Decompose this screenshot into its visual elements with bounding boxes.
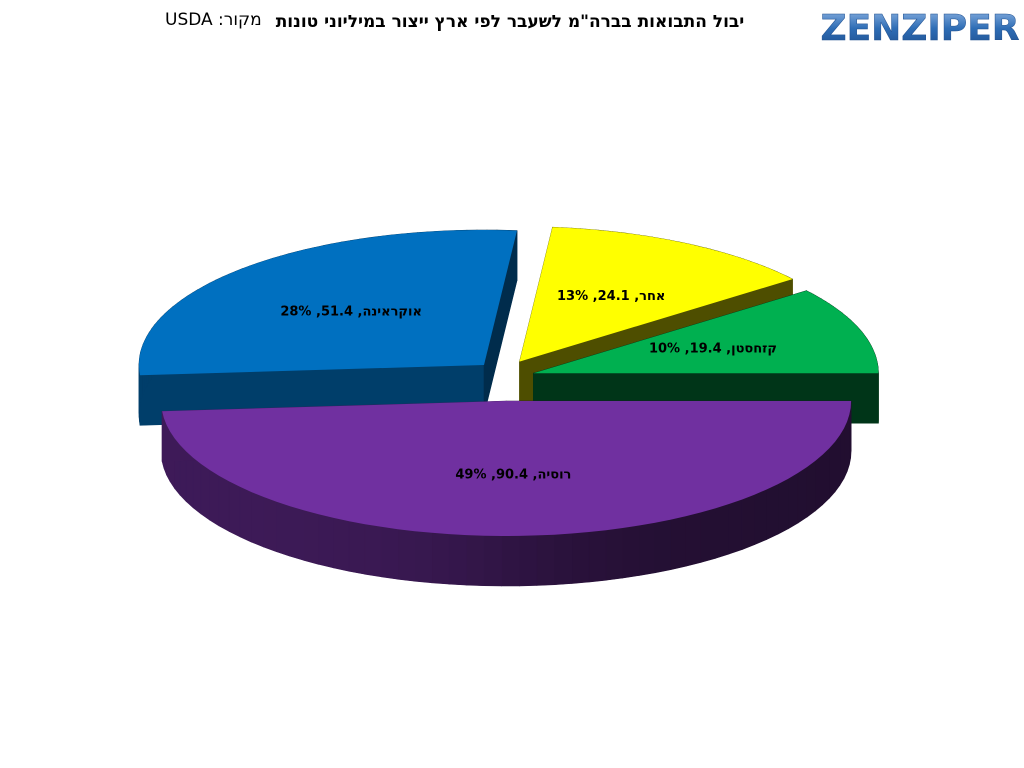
slice-wall xyxy=(448,533,467,586)
slice-wall xyxy=(218,475,230,532)
slice-wall xyxy=(364,523,382,578)
slice-wall xyxy=(414,530,433,584)
slice-wall xyxy=(228,480,241,538)
data-label: קזחסטן, 19.4, 10% xyxy=(649,342,777,357)
slice-wall xyxy=(741,494,756,550)
slice-wall xyxy=(670,515,687,570)
slice-wall xyxy=(276,501,291,557)
chart-title: יבול התבואות בברה"מ לשעבר לפי ארץ ייצור … xyxy=(276,12,745,32)
slice-wall xyxy=(588,529,607,583)
slice-wall xyxy=(303,510,319,565)
slice-wall xyxy=(348,520,366,575)
source-note: מקור: USDA xyxy=(165,10,262,30)
slice-wall xyxy=(766,483,779,540)
slice-wall xyxy=(754,489,767,546)
slice-wall xyxy=(239,486,252,543)
slice-wall xyxy=(777,478,789,535)
slice-wall xyxy=(846,414,850,472)
data-label: אוקראינה, 51.4, 28% xyxy=(280,304,422,319)
slice-wall xyxy=(571,531,590,584)
slice-wall xyxy=(638,522,656,576)
slice-wall xyxy=(483,535,503,587)
logo: ZENZIPER xyxy=(820,8,1019,49)
slice-wall xyxy=(333,517,350,572)
slice-wall xyxy=(466,534,485,587)
slice-wall xyxy=(501,535,520,587)
slice-wall xyxy=(200,463,210,521)
slice-wall xyxy=(536,534,555,586)
slice-wall xyxy=(828,440,836,499)
slice-wall xyxy=(714,503,730,559)
slice-wall xyxy=(518,535,538,587)
slice xyxy=(533,290,879,374)
slice-wall xyxy=(787,472,799,530)
slice-wall xyxy=(251,491,265,548)
slice-wall xyxy=(700,508,716,563)
slice-wall xyxy=(289,505,305,561)
slice xyxy=(519,227,793,362)
data-label: רוסיה, 90.4, 49% xyxy=(455,468,571,483)
slice-wall xyxy=(843,421,848,479)
slice-wall xyxy=(431,532,450,585)
slice-wall xyxy=(605,527,624,581)
slice-wall xyxy=(192,457,202,515)
slice-wall xyxy=(822,447,830,506)
slice-wall xyxy=(209,469,220,527)
slice xyxy=(162,401,852,536)
slice-wall xyxy=(654,519,672,574)
slice-wall xyxy=(806,460,816,518)
slice-wall xyxy=(318,513,334,569)
data-label: אחר, 24.1, 13% xyxy=(557,289,665,304)
slice-wall xyxy=(728,499,743,555)
slice-wall xyxy=(380,526,399,580)
slice-wall xyxy=(685,512,702,567)
slice-wall xyxy=(839,427,845,487)
slice-wall xyxy=(834,434,841,493)
slice-wall xyxy=(554,533,573,586)
slice-wall xyxy=(797,466,808,524)
slice-wall xyxy=(622,525,640,579)
slice xyxy=(139,230,517,376)
pie: אחר, 24.1, 13% אוקראינה, 51.4, 28% קזחסטן,… xyxy=(138,226,879,587)
slice-wall xyxy=(397,528,416,582)
slice-wall xyxy=(263,496,277,553)
slice-wall xyxy=(814,453,824,512)
